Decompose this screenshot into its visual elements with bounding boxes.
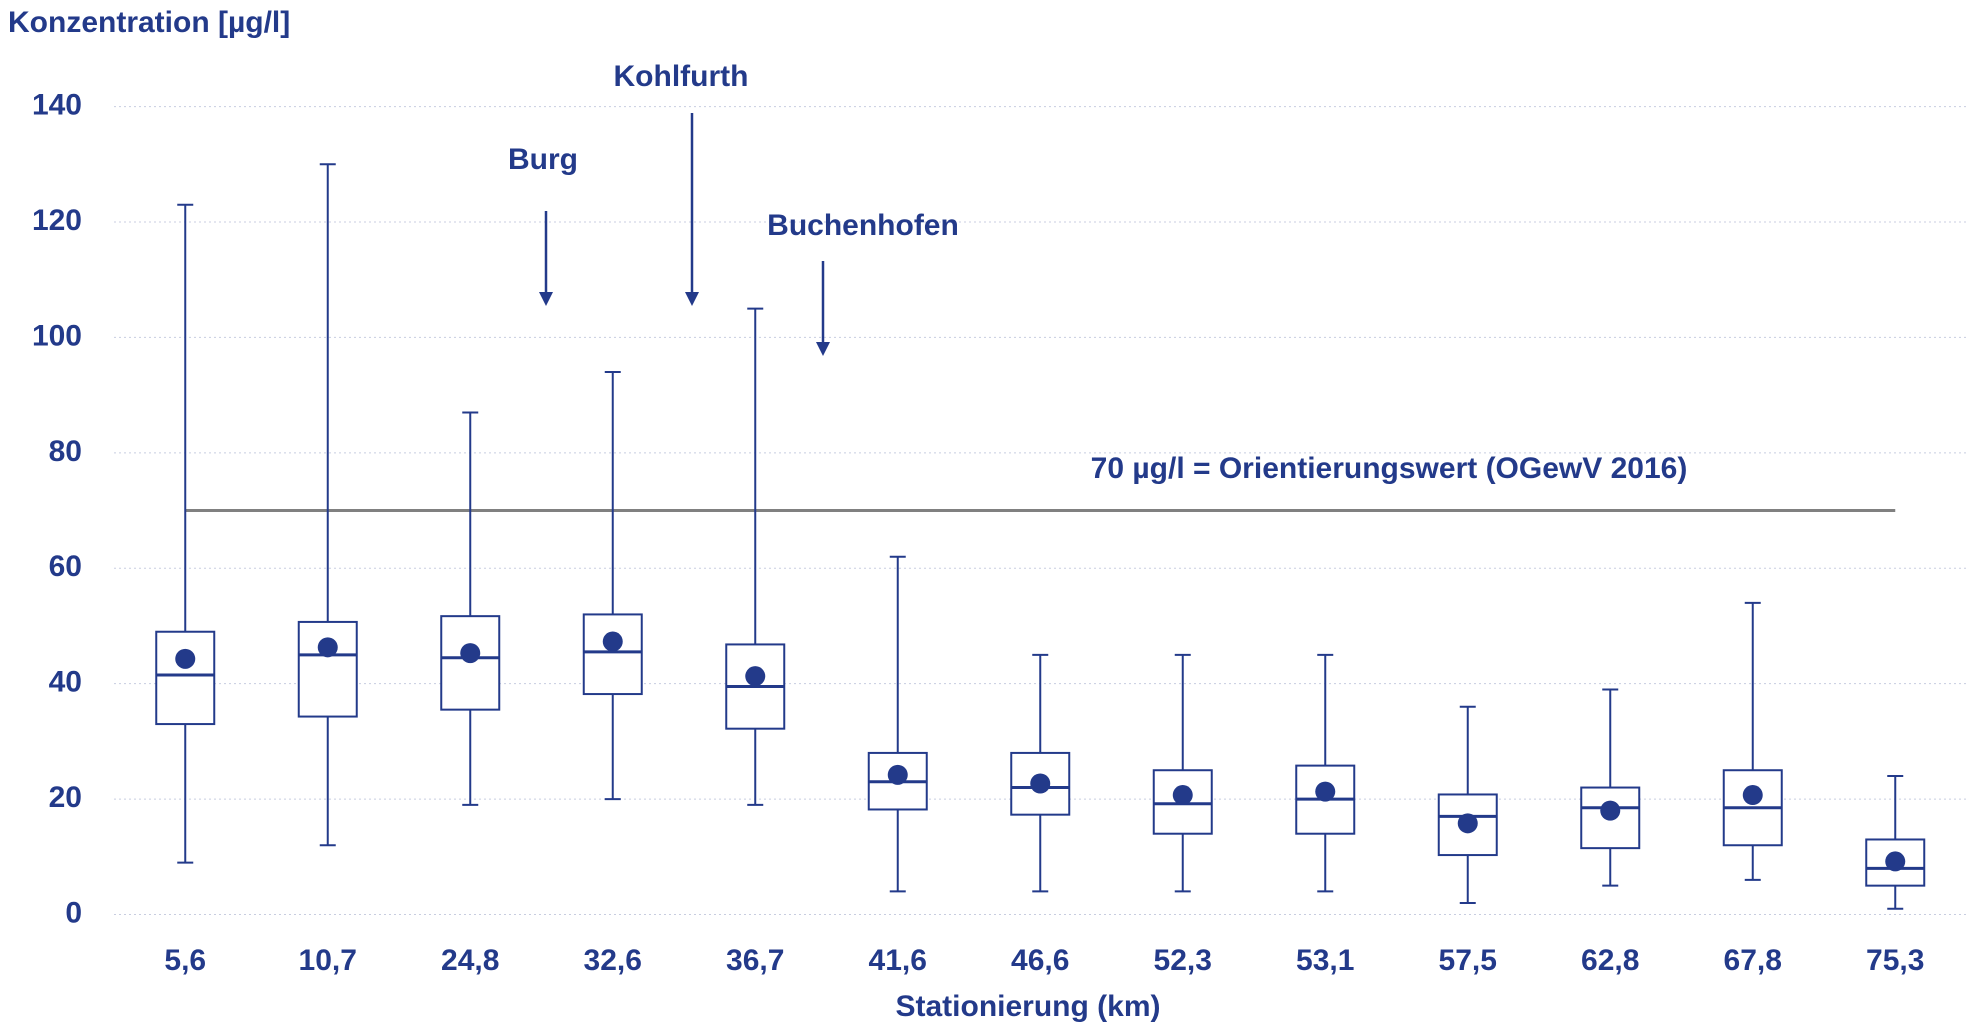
- arrow-head: [685, 292, 699, 306]
- x-tick-label: 24,8: [441, 944, 499, 977]
- x-tick-label: 10,7: [299, 944, 357, 977]
- y-tick-label: 0: [65, 896, 82, 929]
- y-tick-label: 80: [49, 435, 82, 468]
- y-tick-label: 120: [32, 204, 82, 237]
- box: [582, 613, 643, 696]
- mean-dot: [1172, 785, 1193, 806]
- reference-label: 70 µg/l = Orientierungswert (OGewV 2016): [1091, 452, 1688, 485]
- mean-dot: [745, 666, 766, 687]
- annotation: Burg: [508, 143, 578, 176]
- arrow-head: [816, 342, 830, 356]
- x-axis-title: Stationierung (km): [895, 990, 1160, 1023]
- x-tick-label: 5,6: [164, 944, 206, 977]
- x-tick-label: 75,3: [1866, 944, 1924, 977]
- y-tick-label: 40: [49, 666, 82, 699]
- mean-dot: [1600, 800, 1621, 821]
- box: [297, 620, 358, 718]
- x-tick-label: 46,6: [1011, 944, 1069, 977]
- mean-dot: [1742, 785, 1763, 806]
- box: [440, 615, 501, 711]
- x-tick-label: 57,5: [1439, 944, 1497, 977]
- box: [1580, 786, 1641, 850]
- x-tick-label: 62,8: [1581, 944, 1639, 977]
- mean-dot: [602, 631, 623, 652]
- arrow-head: [539, 292, 553, 306]
- x-tick-label: 52,3: [1154, 944, 1212, 977]
- annotation: Kohlfurth: [614, 60, 749, 93]
- mean-dot: [887, 764, 908, 785]
- x-tick-label: 32,6: [584, 944, 642, 977]
- annotation: Buchenhofen: [767, 209, 959, 242]
- y-tick-label: 60: [49, 550, 82, 583]
- mean-dot: [1315, 781, 1336, 802]
- mean-dot: [1457, 813, 1478, 834]
- y-tick-label: 100: [32, 319, 82, 352]
- mean-dot: [1030, 773, 1051, 794]
- box: [155, 630, 216, 726]
- y-axis-title: Konzentration [µg/l]: [8, 6, 290, 39]
- y-tick-label: 20: [49, 781, 82, 814]
- y-tick-label: 140: [32, 89, 82, 122]
- mean-dot: [1885, 851, 1906, 872]
- mean-dot: [460, 643, 481, 664]
- x-tick-label: 36,7: [726, 944, 784, 977]
- x-tick-label: 53,1: [1296, 944, 1354, 977]
- x-tick-label: 67,8: [1724, 944, 1782, 977]
- x-tick-label: 41,6: [869, 944, 927, 977]
- mean-dot: [317, 637, 338, 658]
- mean-dot: [175, 648, 196, 669]
